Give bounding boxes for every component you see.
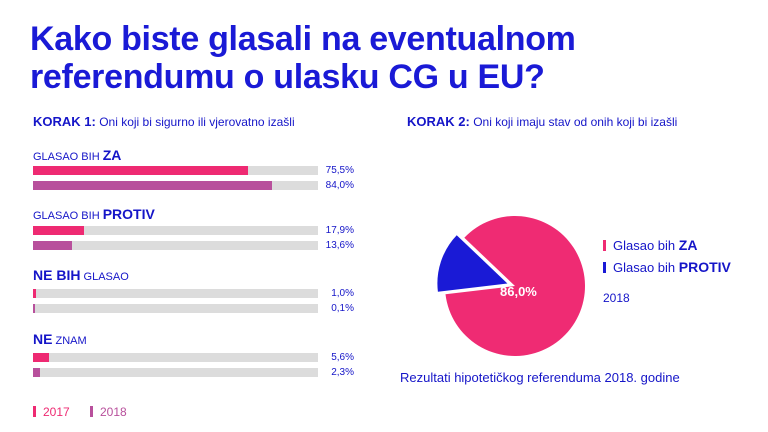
step1-text: Oni koji bi sigurno ili vjerovatno izašl… bbox=[99, 115, 295, 129]
bar-protiv-2017 bbox=[33, 226, 84, 235]
bar-track bbox=[33, 304, 318, 313]
page-title: Kako biste glasali na eventualnom refere… bbox=[30, 20, 576, 96]
step1-label: KORAK 1: bbox=[33, 114, 96, 129]
bar-track bbox=[33, 181, 318, 190]
legend-item-2017: 2017 bbox=[33, 405, 70, 419]
value-label-ne-bih-glasao-2018: 0,1% bbox=[331, 303, 354, 314]
bar-track bbox=[33, 353, 318, 362]
pie-year: 2018 bbox=[603, 291, 630, 305]
pie-slice-protiv bbox=[437, 235, 508, 292]
category-label-za: GLASAO BIH ZA bbox=[33, 147, 122, 163]
legend-label-2017: 2017 bbox=[43, 405, 70, 419]
step2-label: KORAK 2: bbox=[407, 114, 470, 129]
bar-track bbox=[33, 289, 318, 298]
value-label-ne-bih-glasao-2017: 1,0% bbox=[331, 288, 354, 299]
category-label-ne-bih-glasao: NE BIH GLASAO bbox=[33, 267, 129, 283]
bar-ne-znam-2017 bbox=[33, 353, 49, 362]
bar-ne-bih-glasao-2017 bbox=[33, 289, 36, 298]
step2-text: Oni koji imaju stav od onih koji bi izaš… bbox=[473, 115, 678, 129]
legend-label-2018: 2018 bbox=[100, 405, 127, 419]
bar-za-2017 bbox=[33, 166, 249, 175]
pie-legend-protiv: Glasao bih PROTIV bbox=[603, 259, 731, 275]
bar-track bbox=[33, 226, 318, 235]
value-label-za-2017: 75,5% bbox=[325, 165, 354, 176]
value-label-protiv-2017: 17,9% bbox=[325, 225, 354, 236]
pie-legend-swatch-za bbox=[603, 240, 606, 251]
category-label-ne-znam: NE ZNAM bbox=[33, 331, 87, 347]
bar-ne-bih-glasao-2018 bbox=[33, 304, 35, 313]
bar-track bbox=[33, 241, 318, 250]
step1-heading: KORAK 1: Oni koji bi sigurno ili vjerova… bbox=[33, 114, 295, 129]
pie-label-za: 86,0% bbox=[500, 284, 537, 299]
bar-protiv-2018 bbox=[33, 241, 72, 250]
value-label-ne-znam-2017: 5,6% bbox=[331, 352, 354, 363]
category-label-protiv: GLASAO BIH PROTIV bbox=[33, 206, 155, 222]
legend-swatch-2018 bbox=[90, 406, 93, 417]
pie-legend-za: Glasao bih ZA bbox=[603, 237, 697, 253]
bar-za-2018 bbox=[33, 181, 273, 190]
pie-legend-swatch-protiv bbox=[603, 262, 606, 273]
pie-slice-za bbox=[445, 216, 585, 356]
footnote: Rezultati hipotetičkog referenduma 2018.… bbox=[400, 370, 680, 385]
step2-heading: KORAK 2: Oni koji imaju stav od onih koj… bbox=[407, 114, 677, 129]
bar-ne-znam-2018 bbox=[33, 368, 40, 377]
pie-label-protiv: 14,0% bbox=[456, 196, 493, 211]
bar-track bbox=[33, 166, 318, 175]
value-label-za-2018: 84,0% bbox=[325, 180, 354, 191]
legend-swatch-2017 bbox=[33, 406, 36, 417]
value-label-protiv-2018: 13,6% bbox=[325, 240, 354, 251]
value-label-ne-znam-2018: 2,3% bbox=[331, 367, 354, 378]
bar-track bbox=[33, 368, 318, 377]
legend-item-2018: 2018 bbox=[90, 405, 127, 419]
